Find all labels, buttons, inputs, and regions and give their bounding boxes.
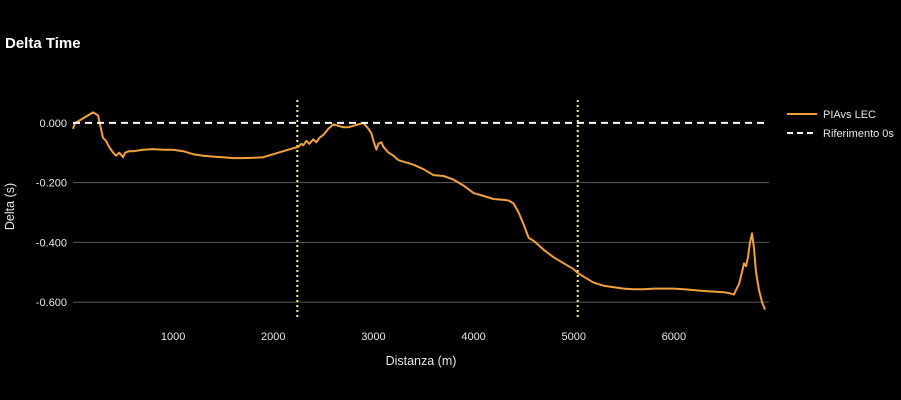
y-tick-label: -0.600 <box>36 297 67 309</box>
x-tick-labels: 1000 2000 3000 4000 5000 6000 <box>161 331 686 343</box>
y-tick-labels: 0.000 -0.200 -0.400 -0.600 <box>36 118 67 309</box>
y-tick-label: 0.000 <box>39 118 67 130</box>
x-tick-label: 4000 <box>461 331 485 343</box>
legend: PIAvs LEC Riferimento 0s <box>787 109 894 140</box>
x-tick-label: 6000 <box>662 331 686 343</box>
delta-time-series-line <box>72 111 766 310</box>
y-tick-label: -0.400 <box>36 237 67 249</box>
x-tick-label: 1000 <box>161 331 185 343</box>
grid-layer <box>73 182 769 303</box>
x-axis-label: Distanza (m) <box>386 354 457 368</box>
y-axis-label: Delta (s) <box>3 183 17 230</box>
legend-label: PIAvs LEC <box>823 109 876 121</box>
series-layer <box>72 111 769 310</box>
legend-label: Riferimento 0s <box>823 128 894 140</box>
chart-title: Delta Time <box>5 35 81 52</box>
x-tick-label: 5000 <box>561 331 585 343</box>
y-tick-label: -0.200 <box>36 178 67 190</box>
x-tick-label: 2000 <box>261 331 285 343</box>
vertical-reference-lines <box>296 100 579 318</box>
x-tick-label: 3000 <box>361 331 385 343</box>
